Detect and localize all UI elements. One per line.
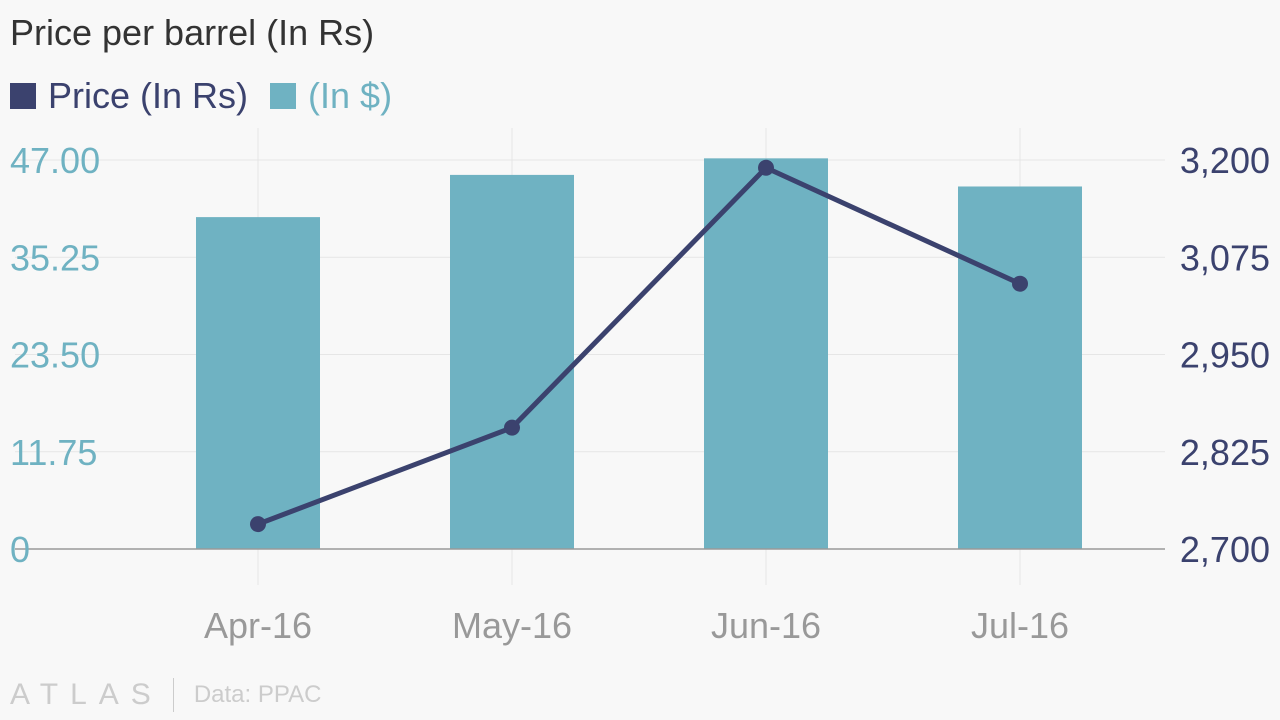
legend-swatch-price-rs	[10, 83, 36, 109]
left-axis: 0 11.75 23.50 35.25 47.00	[10, 140, 100, 570]
x-tick-label: Jun-16	[711, 605, 821, 646]
left-tick-label: 23.50	[10, 335, 100, 376]
left-tick-label: 35.25	[10, 237, 100, 278]
x-tick-label: Apr-16	[204, 605, 312, 646]
right-tick-label: 2,950	[1180, 335, 1270, 376]
line-point	[1012, 275, 1028, 292]
bar	[196, 217, 320, 549]
line-point	[250, 516, 266, 533]
right-tick-label: 3,075	[1180, 237, 1270, 278]
series-line	[257, 165, 1022, 527]
chart-title: Price per barrel (In Rs)	[10, 12, 375, 53]
line-layer	[250, 159, 1028, 533]
right-tick-label: 2,825	[1180, 432, 1270, 473]
footer-separator	[172, 678, 174, 712]
bar	[450, 174, 574, 549]
bar	[704, 158, 828, 550]
bar	[958, 186, 1082, 549]
footer: ATLAS Data: PPAC	[10, 678, 321, 712]
legend-swatch-price-usd	[270, 83, 297, 109]
legend: Price (In Rs) (In $)	[10, 75, 414, 117]
atlas-logo: ATLAS	[10, 678, 163, 711]
x-tick-label: May-16	[452, 605, 572, 646]
right-tick-label: 2,700	[1180, 529, 1270, 570]
right-tick-label: 3,200	[1180, 140, 1270, 181]
left-tick-label: 11.75	[10, 432, 97, 473]
line-point	[758, 159, 774, 176]
left-tick-label: 0	[10, 529, 30, 570]
legend-item-price-usd: (In $)	[270, 75, 392, 117]
right-axis: 2,700 2,825 2,950 3,075 3,200	[1180, 140, 1270, 570]
line-point	[504, 419, 520, 436]
legend-item-price-rs: Price (In Rs)	[10, 75, 248, 117]
legend-label-price-rs: Price (In Rs)	[48, 75, 249, 116]
x-tick-label: Jul-16	[971, 605, 1069, 646]
legend-label-price-usd: (In $)	[308, 75, 393, 116]
source-text: Data: PPAC	[193, 681, 322, 708]
bar-layer	[196, 158, 1082, 550]
x-axis: Apr-16 May-16 Jun-16 Jul-16	[204, 605, 1069, 646]
left-tick-label: 47.00	[10, 140, 100, 181]
